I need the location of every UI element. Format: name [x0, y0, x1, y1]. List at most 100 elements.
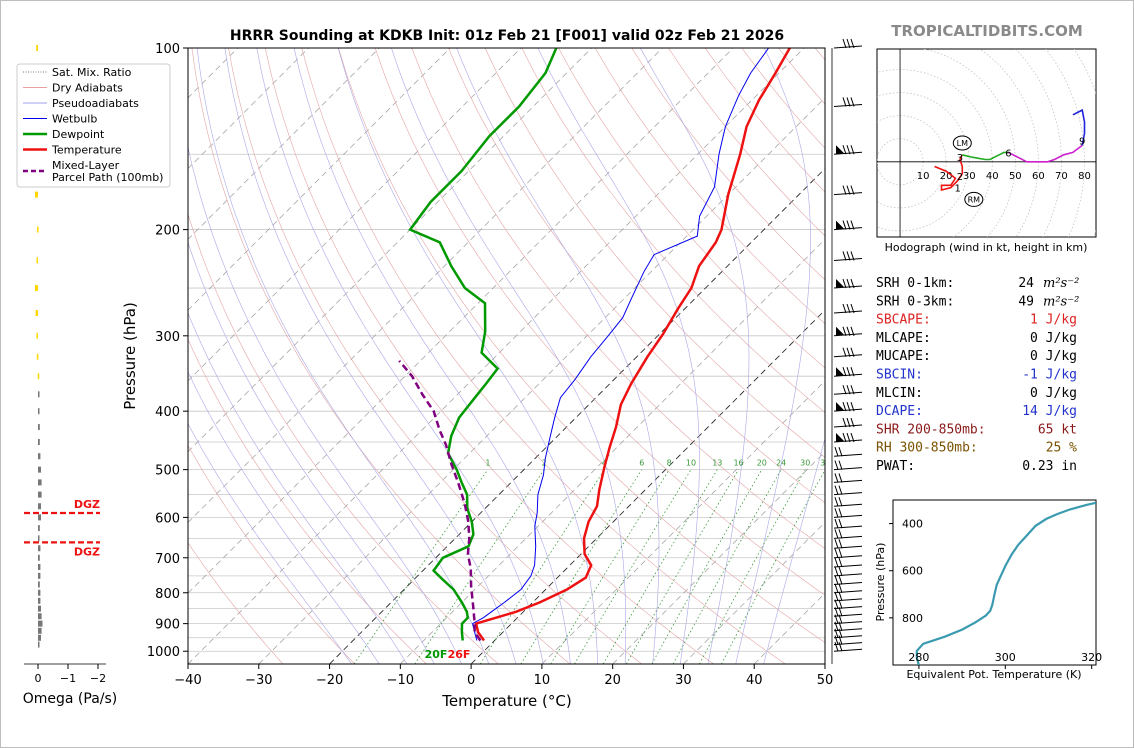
mixing-ratio-line — [672, 469, 782, 664]
mixing-ratio-label: 8 — [667, 459, 672, 468]
omega-bar — [38, 597, 41, 604]
mixing-ratio-label: 20 — [757, 459, 767, 468]
theta-e-xlabel: Equivalent Pot. Temperature (K) — [906, 668, 1081, 681]
wind-barb — [833, 548, 863, 559]
dry-adiabat — [484, 48, 825, 458]
omega-bar — [38, 479, 42, 486]
mixing-ratio-label: 16 — [733, 459, 743, 468]
right-mover-marker — [964, 191, 984, 207]
omega-bar — [38, 605, 41, 612]
x-tick-label: 20 — [604, 673, 621, 688]
dry-adiabat — [411, 48, 825, 550]
stat-label: PWAT: — [876, 459, 915, 474]
omega-bar — [38, 554, 40, 561]
theta-e-y-tick-label: 800 — [902, 612, 923, 625]
stat-value: 25 % — [1046, 441, 1077, 456]
stat-label: SBCAPE: — [876, 313, 931, 328]
theta-e-ylabel: Pressure (hPa) — [874, 543, 887, 622]
y-tick-label: 800 — [155, 587, 180, 602]
mixing-ratio-line — [414, 469, 545, 664]
surface-temperature-label: 26F — [448, 648, 471, 661]
hodograph-6-9km — [1008, 144, 1083, 163]
stat-label: RH 300-850mb: — [876, 441, 978, 456]
hodograph-plot: 10 20 30 40 50 60 70 80 12 3 6 9 LM RM — [877, 49, 1096, 237]
mixing-ratio-line — [699, 469, 806, 664]
hodograph-ring-label: 30 — [963, 171, 976, 182]
stat-value: 14 J/kg — [1022, 404, 1077, 419]
pseudoadiabat — [188, 423, 352, 664]
dry-adiabat — [301, 48, 786, 664]
wind-barb — [833, 185, 863, 196]
dgz-label: DGZ — [74, 498, 100, 511]
y-tick-label: 400 — [155, 405, 180, 420]
series-temperature — [474, 48, 791, 642]
hodograph-height-label: 2 — [957, 172, 963, 183]
wind-barb — [833, 38, 863, 49]
wind-barb — [833, 529, 863, 539]
dgz-label: DGZ — [74, 545, 100, 558]
stat-label: MLCIN: — [876, 386, 923, 401]
omega-bar — [38, 627, 42, 634]
legend-label: Temperature — [51, 144, 122, 157]
wind-barb — [833, 591, 863, 602]
wind-barb — [833, 583, 863, 594]
wind-barb — [833, 447, 863, 457]
wind-barb — [833, 485, 863, 496]
isotherm-line — [683, 521, 825, 664]
pseudoadiabat — [224, 48, 517, 664]
legend-label: Parcel Path (100mb) — [52, 171, 163, 184]
legend-label: Dry Adiabats — [52, 82, 123, 95]
wind-barb — [833, 642, 863, 652]
pseudoadiabat — [640, 48, 750, 664]
stat-value: 65 kt — [1038, 422, 1077, 437]
wind-barb — [833, 432, 863, 443]
wind-barb — [833, 575, 863, 585]
wind-barb — [833, 303, 863, 314]
omega-bar — [37, 373, 40, 380]
y-tick-label: 1000 — [147, 645, 180, 660]
right-mover-label: RM — [968, 195, 981, 204]
stat-label: SRH 0-3km: — [876, 294, 954, 309]
theta-e-y-tick-label: 600 — [902, 565, 923, 578]
isotherm-line — [188, 48, 805, 664]
mixing-ratio-line — [574, 469, 692, 664]
omega-bar — [38, 572, 41, 579]
isotherm-line — [258, 97, 825, 664]
isotherm-line — [188, 48, 663, 523]
hodograph-ring-label: 10 — [917, 171, 930, 182]
x-tick-label: −20 — [316, 673, 343, 688]
mixing-ratio-label: 6 — [639, 459, 644, 468]
legend-label: Mixed-Layer — [52, 159, 120, 172]
stat-value: -1 J/kg — [1022, 368, 1077, 383]
series-wetbulb — [472, 48, 770, 641]
stat-value: 1 J/kg — [1030, 313, 1077, 328]
hodograph-height-label: 3 — [957, 153, 963, 164]
pseudoadiabat — [256, 48, 544, 664]
pseudoadiabat — [735, 48, 811, 664]
hodograph-ring-label: 70 — [1055, 171, 1068, 182]
wind-barb — [833, 145, 863, 155]
omega-bar — [36, 257, 38, 264]
mixing-ratio-line — [550, 469, 670, 664]
omega-bar — [38, 563, 41, 570]
stat-value: 0 J/kg — [1030, 386, 1077, 401]
omega-bar — [38, 613, 42, 620]
mixing-ratio-label: 36 — [820, 459, 830, 468]
isotherm-line — [188, 48, 380, 240]
pseudoadiabat — [188, 371, 380, 664]
skewt-xlabel: Temperature (°C) — [441, 692, 571, 710]
wind-barbs — [831, 38, 863, 664]
hodograph-ring-label: 20 — [940, 171, 953, 182]
stat-label: SRH 0-1km: — [876, 276, 954, 291]
stat-value: 24 — [1018, 276, 1034, 291]
key-isotherm-line — [329, 167, 825, 664]
theta-e-x-tick-label: 320 — [1081, 651, 1102, 664]
hodograph-height-label: 6 — [1005, 148, 1011, 159]
mixing-ratio-label: 13 — [712, 459, 722, 468]
stat-label: SBCIN: — [876, 368, 923, 383]
x-tick-label: −30 — [245, 673, 272, 688]
wind-barb — [833, 497, 863, 507]
mixing-ratio-label: 30 — [800, 459, 810, 468]
hodograph: 10 20 30 40 50 60 70 80 12 3 6 9 LM RM — [876, 48, 1097, 238]
hodograph-ring-label: 40 — [986, 171, 999, 182]
